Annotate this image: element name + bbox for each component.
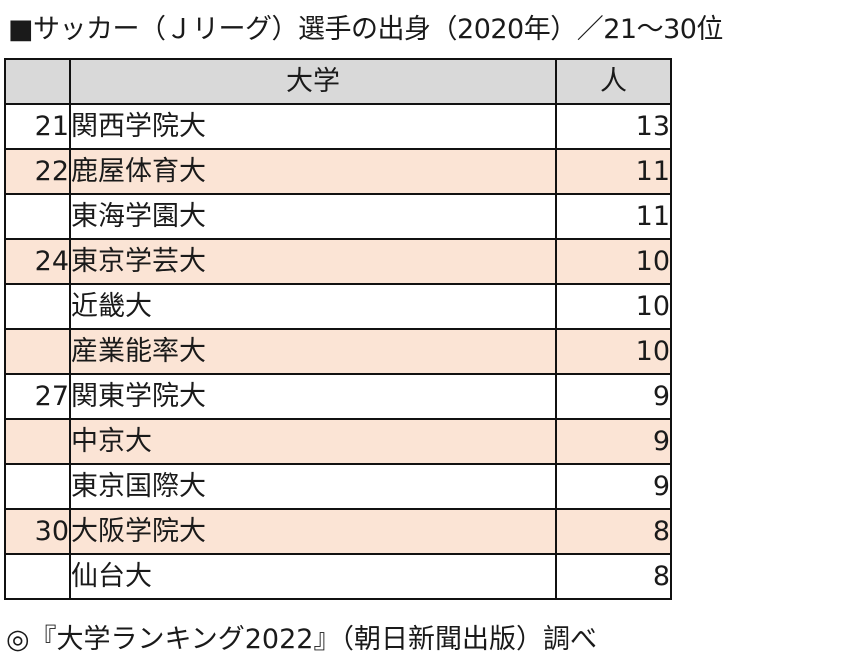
university-cell: 大阪学院大 xyxy=(69,508,557,555)
rank-cell: 21 xyxy=(4,103,71,150)
university-cell: 東京国際大 xyxy=(69,463,557,510)
table-row: 中京大 9 xyxy=(4,418,672,465)
university-cell: 中京大 xyxy=(69,418,557,465)
university-cell: 東京学芸大 xyxy=(69,238,557,285)
source-note: ◎『大学ランキング2022』（朝日新聞出版）調べ xyxy=(6,624,597,655)
university-cell: 東海学園大 xyxy=(69,193,557,240)
table-header-row: 大学 人 xyxy=(4,58,672,105)
count-cell: 8 xyxy=(555,508,672,555)
rank-cell xyxy=(4,193,71,240)
rank-cell: 24 xyxy=(4,238,71,285)
table-row: 21 関西学院大 13 xyxy=(4,103,672,150)
rank-cell xyxy=(4,328,71,375)
table-row: 22 鹿屋体育大 11 xyxy=(4,148,672,195)
table-row: 仙台大 8 xyxy=(4,553,672,600)
count-cell: 9 xyxy=(555,373,672,420)
rank-cell xyxy=(4,283,71,330)
count-cell: 9 xyxy=(555,418,672,465)
ranking-table: 大学 人 21 関西学院大 13 22 鹿屋体育大 11 東海学園大 11 24… xyxy=(4,58,672,600)
table-row: 産業能率大 10 xyxy=(4,328,672,375)
rank-cell xyxy=(4,553,71,600)
table-row: 東京国際大 9 xyxy=(4,463,672,510)
university-cell: 近畿大 xyxy=(69,283,557,330)
rank-cell: 27 xyxy=(4,373,71,420)
table-row: 近畿大 10 xyxy=(4,283,672,330)
header-count: 人 xyxy=(555,58,672,105)
university-cell: 鹿屋体育大 xyxy=(69,148,557,195)
header-rank xyxy=(4,58,71,105)
table-row: 27 関東学院大 9 xyxy=(4,373,672,420)
university-cell: 仙台大 xyxy=(69,553,557,600)
count-cell: 10 xyxy=(555,238,672,285)
count-cell: 10 xyxy=(555,283,672,330)
university-cell: 関西学院大 xyxy=(69,103,557,150)
table-row: 24 東京学芸大 10 xyxy=(4,238,672,285)
count-cell: 11 xyxy=(555,193,672,240)
page-title: ■サッカー（Ｊリーグ）選手の出身（2020年）／21〜30位 xyxy=(8,14,723,45)
table-row: 東海学園大 11 xyxy=(4,193,672,240)
rank-cell: 22 xyxy=(4,148,71,195)
university-cell: 関東学院大 xyxy=(69,373,557,420)
rank-cell xyxy=(4,463,71,510)
rank-cell: 30 xyxy=(4,508,71,555)
table-row: 30 大阪学院大 8 xyxy=(4,508,672,555)
count-cell: 9 xyxy=(555,463,672,510)
university-cell: 産業能率大 xyxy=(69,328,557,375)
count-cell: 8 xyxy=(555,553,672,600)
rank-cell xyxy=(4,418,71,465)
count-cell: 13 xyxy=(555,103,672,150)
count-cell: 10 xyxy=(555,328,672,375)
header-university: 大学 xyxy=(69,58,557,105)
count-cell: 11 xyxy=(555,148,672,195)
